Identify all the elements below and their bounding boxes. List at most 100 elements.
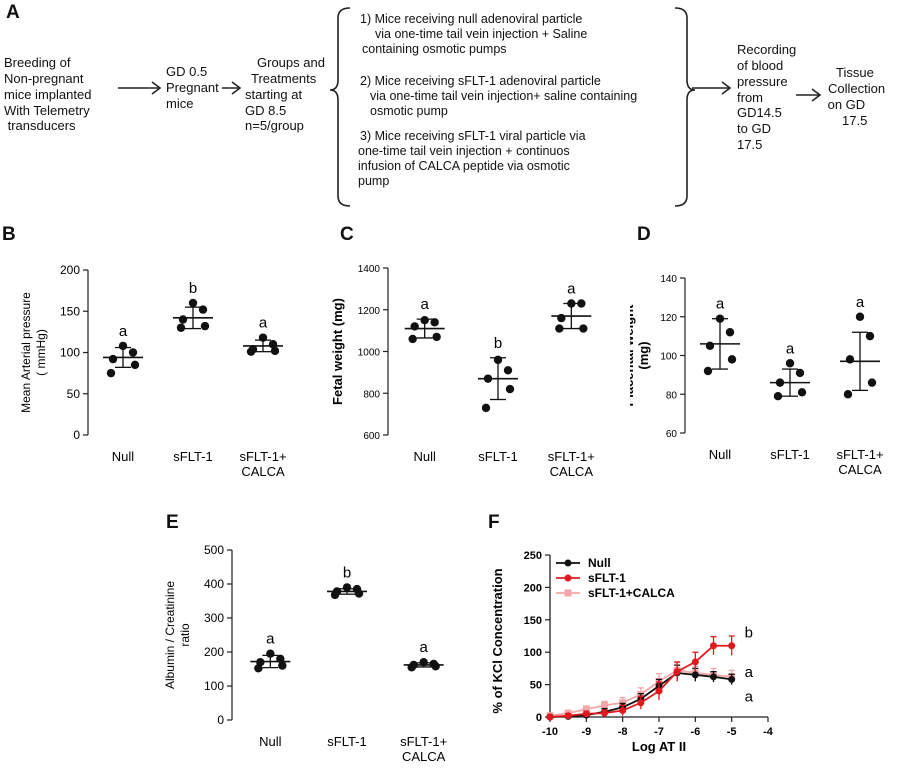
y-tick-label: 300 <box>204 611 224 625</box>
data-point <box>845 355 855 364</box>
data-point <box>108 354 118 364</box>
panel-letter-f: F <box>488 512 500 533</box>
y-tick-label: 0 <box>536 712 542 724</box>
x-tick-label: -8 <box>618 726 628 738</box>
data-point <box>278 661 287 670</box>
y-tick-label: 600 <box>363 431 380 442</box>
data-point <box>178 315 188 324</box>
significance-letter: a <box>745 664 754 681</box>
y-axis-label-line: Albumin / Creatinine <box>163 581 177 689</box>
data-point <box>188 298 198 308</box>
data-point <box>710 673 717 681</box>
data-point <box>130 360 140 370</box>
data-point <box>582 710 590 718</box>
legend-marker <box>564 589 572 597</box>
data-point <box>728 675 736 683</box>
significance-letter: b <box>745 625 753 642</box>
y-tick-label: 1400 <box>358 264 381 275</box>
chart-mean-arterial-pressure: 0 50 100 150 200 Null sFLT-1 sFLT-1+CALCA Mean A… <box>19 263 287 479</box>
y-tick-label: 800 <box>363 389 380 400</box>
data-point <box>785 359 795 368</box>
y-tick-label: 140 <box>660 274 677 285</box>
significance-letter: a <box>567 280 576 297</box>
data-point <box>503 366 513 375</box>
significance-letter: b <box>189 280 197 297</box>
data-point <box>728 642 736 650</box>
y-tick-label: 200 <box>60 263 80 277</box>
flow-arrows <box>118 7 822 207</box>
flow-step-groups: Groups and Treatments starting at GD 8.5 n=5… <box>245 55 325 134</box>
significance-letter: a <box>419 639 428 656</box>
significance-letter: a <box>266 631 275 648</box>
flow-step-pregnant: GD 0.5 Pregnant mice <box>166 64 219 111</box>
y-axis-label-line: Placental weight <box>630 304 636 407</box>
y-tick-label: 0 <box>217 713 224 727</box>
data-point <box>254 664 263 673</box>
chart-fetal-weight: 600 800 1000 1200 1400 Null sFLT-1 sFLT-1+CALCA… <box>330 264 595 479</box>
y-tick-label: 100 <box>60 346 80 360</box>
data-point <box>865 331 875 341</box>
data-point <box>505 384 515 394</box>
y-tick-label: 50 <box>67 387 81 401</box>
data-point <box>342 583 352 592</box>
data-point <box>546 713 554 721</box>
data-point <box>727 355 737 364</box>
x-tick-label: -7 <box>654 726 664 738</box>
y-axis-label-line: ratio <box>178 623 192 647</box>
x-tick-label: CALCA <box>402 749 446 764</box>
y-tick-label: 120 <box>660 313 677 324</box>
data-point <box>106 368 116 378</box>
data-point <box>430 318 439 327</box>
x-tick-label: sFLT-1 <box>173 449 213 464</box>
chart-vascular-response: 0 50 100 150 200 250 -10 -9 -8 -7 -6 -5 -4 Log AT II%… <box>490 550 774 754</box>
y-tick-label: 60 <box>666 429 678 440</box>
data-point <box>703 366 713 376</box>
y-axis-label-line: (mg) <box>636 341 651 369</box>
y-tick-label: 400 <box>204 577 224 591</box>
data-point <box>410 322 419 331</box>
y-axis-label-line: Mean Arterial pressure <box>19 292 33 413</box>
x-tick-label: CALCA <box>838 462 882 477</box>
x-tick-label: -5 <box>727 726 737 738</box>
x-tick-label: Null <box>709 447 732 462</box>
chart-albumin-creatinine: 0 100 200 300 400 500 Null sFLT-1 sFLT-1+CALCA Al… <box>163 543 447 764</box>
panel-letter-c: C <box>340 224 354 245</box>
treatment-3: 3) Mice receiving sFLT-1 viral particle … <box>358 129 586 188</box>
data-point <box>773 391 783 401</box>
data-point <box>710 642 717 650</box>
data-point <box>200 321 210 331</box>
data-point <box>601 701 608 709</box>
data-point <box>555 324 564 333</box>
data-point <box>481 403 491 413</box>
y-axis-label: Fetal weight (mg) <box>330 298 345 405</box>
data-point <box>431 662 440 671</box>
legend-label: Null <box>588 556 611 570</box>
y-tick-label: 150 <box>524 615 542 627</box>
legend-label: sFLT-1+CALCA <box>588 586 675 600</box>
significance-letter: a <box>119 323 128 340</box>
data-point <box>725 328 735 337</box>
data-point <box>705 341 715 351</box>
data-point <box>330 590 340 600</box>
y-axis-label: Placental weight(mg) <box>630 304 651 407</box>
y-axis-label-line: Fetal weight (mg) <box>330 298 345 405</box>
y-tick-label: 150 <box>60 304 80 318</box>
significance-letter: a <box>786 340 795 357</box>
significance-letter: b <box>343 564 351 581</box>
x-tick-label: -6 <box>690 726 700 738</box>
significance-letter: a <box>420 296 429 313</box>
y-tick-label: 200 <box>524 582 542 594</box>
treatment-2: 2) Mice receiving sFLT-1 adenoviral part… <box>360 74 638 118</box>
x-tick-label: -9 <box>581 726 591 738</box>
legend-label: sFLT-1 <box>588 571 626 585</box>
data-point <box>246 347 256 356</box>
flow-arrow-2 <box>222 81 242 95</box>
y-tick-label: 50 <box>530 680 542 692</box>
significance-letter: a <box>856 294 865 311</box>
data-point <box>354 589 364 598</box>
y-tick-label: 100 <box>524 647 542 659</box>
flow-step-tissue: Tissue Collection on GD 17.5 <box>824 65 886 128</box>
data-point <box>557 313 566 323</box>
x-tick-label: sFLT-1 <box>770 447 810 462</box>
right-brace <box>674 7 696 207</box>
